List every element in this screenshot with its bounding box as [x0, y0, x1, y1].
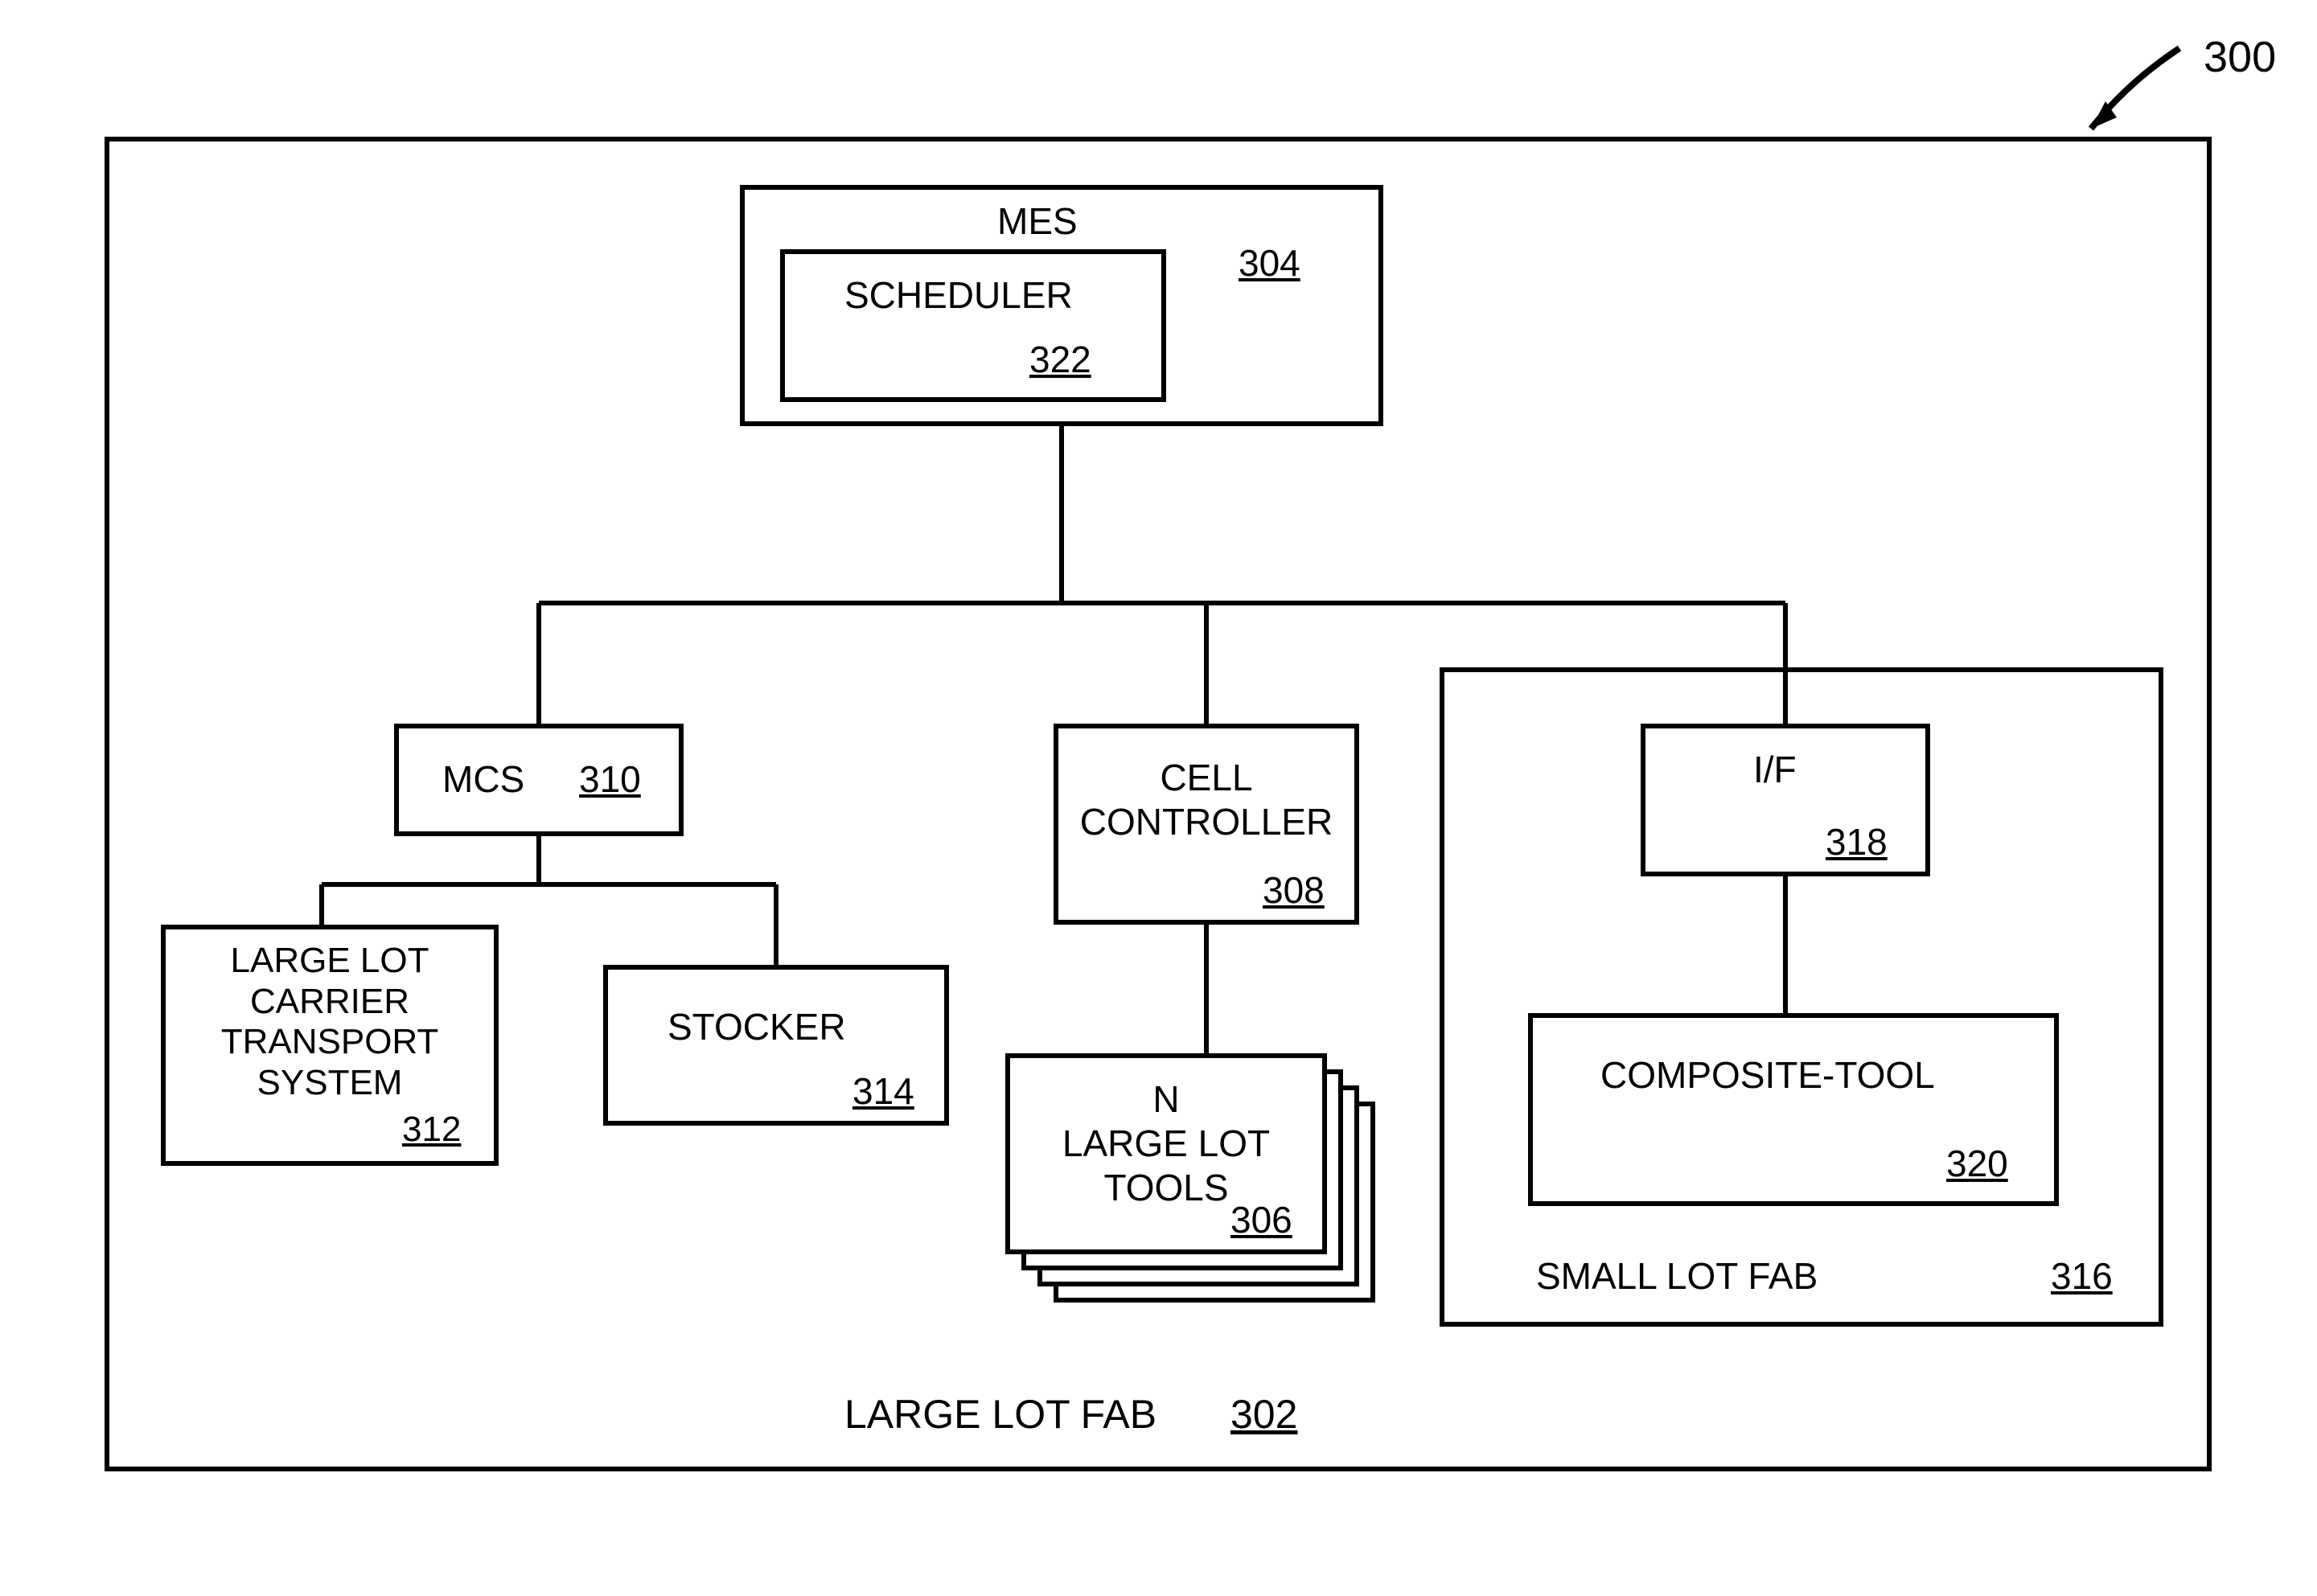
conn-mcs-bus [322, 882, 776, 887]
ntools-label: N LARGE LOT TOOLS [1029, 1077, 1303, 1211]
scheduler-label: SCHEDULER [844, 273, 1073, 317]
mes-label: MES [997, 199, 1078, 243]
conn-cell-to-tools [1204, 925, 1209, 1053]
small-lot-fab-label: SMALL LOT FAB [1536, 1254, 1818, 1298]
ref-302: 302 [1230, 1391, 1297, 1438]
ref-306: 306 [1230, 1198, 1292, 1241]
conn-to-mcs [536, 603, 541, 724]
conn-bus [539, 601, 1785, 605]
conn-iff-to-comp [1783, 876, 1788, 1013]
ref-314: 314 [852, 1069, 914, 1113]
cell-controller-label: CELL CONTROLLER [1070, 756, 1343, 844]
conn-mes-down [1059, 426, 1064, 603]
ref-316: 316 [2051, 1254, 2113, 1298]
composite-tool-label: COMPOSITE-TOOL [1600, 1053, 1935, 1097]
conn-mcs-down [536, 836, 541, 884]
large-lot-fab-label: LARGE LOT FAB [844, 1391, 1156, 1438]
stocker-label: STOCKER [668, 1005, 846, 1048]
conn-to-llcts [319, 884, 324, 925]
ref-320: 320 [1946, 1142, 2008, 1185]
if-label: I/F [1753, 748, 1797, 791]
figure-ref-300: 300 [2204, 32, 2276, 82]
llcts-label: LARGE LOT CARRIER TRANSPORT SYSTEM [185, 941, 474, 1103]
ref-304: 304 [1239, 241, 1300, 285]
ref-322: 322 [1029, 338, 1091, 381]
ref-312: 312 [402, 1110, 461, 1150]
scheduler-box [780, 249, 1166, 402]
conn-to-stocker [774, 884, 778, 965]
conn-to-iff [1783, 603, 1788, 724]
lead-line-300 [2059, 24, 2204, 153]
mcs-label: MCS [442, 757, 524, 801]
ref-318: 318 [1826, 820, 1888, 864]
conn-to-cell [1204, 603, 1209, 724]
ref-308: 308 [1263, 868, 1325, 912]
ref-310: 310 [579, 757, 641, 801]
